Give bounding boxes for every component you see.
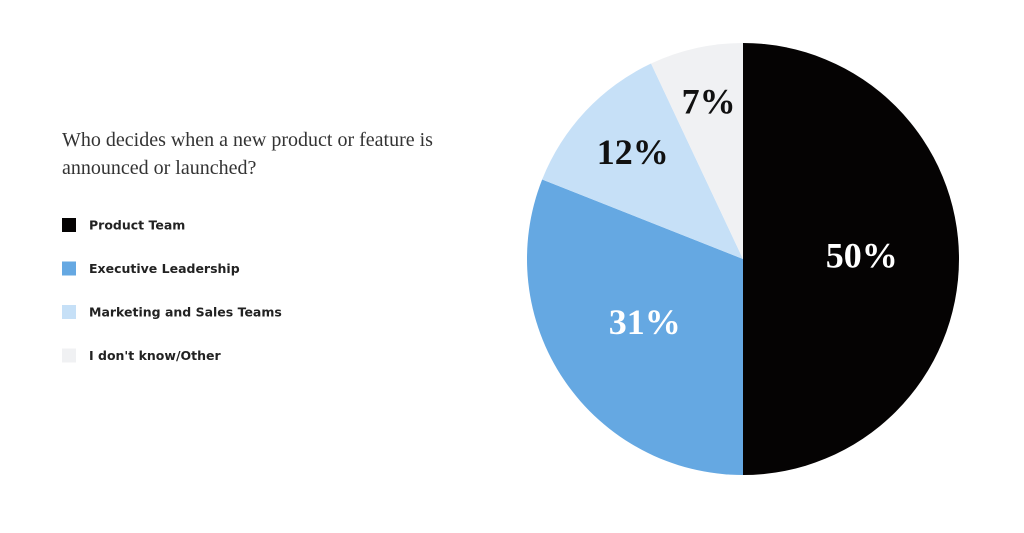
value-label: 31%: [609, 302, 681, 342]
legend-swatch: [62, 305, 76, 319]
legend-label: Executive Leadership: [89, 261, 240, 276]
legend-label: Product Team: [89, 218, 185, 233]
legend-label: Marketing and Sales Teams: [89, 305, 282, 320]
pie-slice: [542, 63, 743, 259]
pie-slice: [651, 43, 743, 259]
value-label: 7%: [682, 81, 736, 121]
pie-slice: [526, 179, 743, 475]
legend-swatch: [62, 261, 76, 276]
pie-slice: [743, 43, 959, 475]
legend-swatch: [62, 218, 76, 232]
legend-label: I don't know/Other: [89, 348, 221, 363]
value-label: 50%: [826, 235, 898, 275]
legend-swatch: [62, 348, 76, 363]
value-label: 12%: [597, 132, 669, 172]
chart-title: Who decides when a new product or featur…: [62, 129, 433, 179]
